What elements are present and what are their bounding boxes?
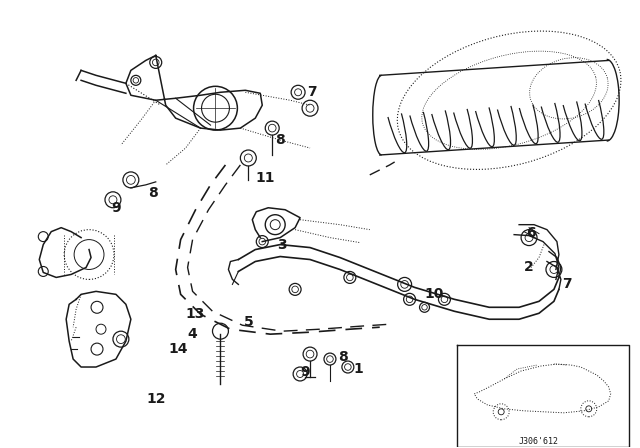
Text: 13: 13 xyxy=(186,307,205,321)
Text: 6: 6 xyxy=(526,226,536,240)
Text: 10: 10 xyxy=(425,287,444,302)
Text: 12: 12 xyxy=(146,392,166,406)
Text: 5: 5 xyxy=(243,315,253,329)
Text: 8: 8 xyxy=(275,133,285,147)
Text: 8: 8 xyxy=(338,350,348,364)
Text: 8: 8 xyxy=(148,186,157,200)
Text: 3: 3 xyxy=(277,237,287,252)
Text: 7: 7 xyxy=(562,277,572,291)
Text: 1: 1 xyxy=(353,362,363,376)
Text: 9: 9 xyxy=(300,365,310,379)
Text: 4: 4 xyxy=(188,327,198,341)
Text: 11: 11 xyxy=(255,171,275,185)
Text: J306'612: J306'612 xyxy=(519,437,559,446)
Text: 7: 7 xyxy=(307,85,317,99)
Text: 14: 14 xyxy=(169,342,188,356)
Text: 9: 9 xyxy=(111,201,121,215)
Text: 2: 2 xyxy=(524,260,534,275)
